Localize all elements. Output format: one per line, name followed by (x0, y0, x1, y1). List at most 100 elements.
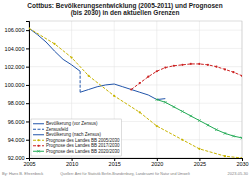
series-line (29, 28, 242, 158)
title-line: (bis 2030) in den aktuellen Grenzen (71, 9, 180, 17)
series-marker (198, 63, 200, 65)
series-marker (147, 76, 149, 78)
y-tick: 92.000 (8, 155, 29, 161)
x-tick: 2030 (236, 158, 248, 167)
legend-marker (37, 139, 39, 141)
grid-line-y (29, 84, 242, 85)
series-marker (156, 125, 158, 127)
y-tick-mark (26, 140, 29, 141)
series-marker (232, 135, 235, 138)
series-marker (156, 70, 158, 72)
chart-svg: 2005 2010 2015 2020 2025 2030 92.000 94.000 96.0… (0, 0, 250, 177)
series (156, 98, 243, 139)
series-marker (71, 56, 73, 58)
y-tick: 106.000 (5, 27, 29, 33)
plot-frame (29, 21, 242, 158)
y-tick-mark (26, 103, 29, 104)
series-line (80, 71, 81, 92)
y-tick-mark (26, 85, 29, 86)
legend-marker (37, 150, 40, 153)
grid-line-y (29, 66, 242, 67)
legend-label: Prognose des Landes BB 2020/2030 (46, 149, 120, 154)
series-marker (181, 64, 183, 66)
y-axis: 92.000 94.000 96.000 98.000 100.000 102.000 10… (5, 22, 30, 162)
series-line (80, 84, 165, 100)
legend-entry: Bevölkerung (vor Zensus) (33, 121, 98, 126)
x-tick-label: 2025 (194, 161, 206, 167)
y-tick-label: 104.000 (5, 46, 25, 52)
x-tick: 2005 (23, 158, 35, 167)
series-marker (139, 82, 141, 84)
series-marker (130, 88, 132, 90)
y-tick-label: 96.000 (8, 119, 25, 125)
y-tick-label: 98.000 (8, 100, 25, 106)
x-tick-label: 2015 (109, 161, 121, 167)
y-tick-label: 92.000 (8, 155, 25, 161)
legend-handle (33, 123, 44, 124)
grid-line-x (156, 21, 157, 158)
legend-label: Zensusfeld (46, 127, 69, 132)
x-tick: 2025 (194, 158, 206, 167)
series-marker (173, 106, 176, 109)
y-tick-mark (26, 158, 29, 159)
grid-line-x (199, 21, 200, 158)
series-marker (207, 64, 209, 66)
series-marker (224, 68, 226, 70)
series-line (29, 28, 80, 71)
x-tick: 2010 (66, 158, 78, 167)
y-tick-mark (26, 30, 29, 31)
legend-handle (33, 145, 44, 146)
x-tick-label: 2010 (66, 161, 78, 167)
legend-label: Bevölkerung (vor Zensus) (46, 121, 98, 126)
footer-text: By: Hans B. Ehrenbeck (2, 171, 43, 176)
y-tick: 94.000 (8, 137, 29, 143)
grid-line-y (29, 103, 242, 104)
series-marker (190, 115, 193, 118)
legend-label: Prognose des Landes BB 2017/2030 (46, 143, 120, 148)
series-marker (224, 155, 226, 157)
y-tick-label: 102.000 (5, 64, 25, 70)
legend-entry: Bevölkerung (nach Zensus) (33, 132, 102, 137)
y-tick-mark (26, 48, 29, 49)
legend-marker (37, 145, 39, 147)
series-marker (215, 128, 218, 131)
legend-entry: Zensusfeld (33, 127, 69, 132)
legend-label: Bevölkerung (nach Zensus) (46, 132, 102, 137)
footer-text: 2023-05-30 (228, 171, 249, 176)
x-tick: 2015 (109, 158, 121, 167)
series (29, 27, 242, 158)
series-marker (181, 139, 183, 141)
y-axis-line (26, 22, 30, 159)
series-marker (164, 66, 166, 68)
series-marker (190, 63, 192, 65)
series-marker (164, 101, 167, 104)
legend-entry: Prognose des Landes BB 2005/2030 (33, 138, 120, 143)
footer-text: Quellen: Amt für Statistik Berlin-Brande… (60, 172, 190, 176)
y-tick-mark (26, 121, 29, 122)
x-tick: 2020 (151, 158, 163, 167)
x-axis: 2005 2010 2015 2020 2025 2030 (23, 158, 248, 167)
y-tick-label: 94.000 (8, 137, 25, 143)
series-line (157, 100, 242, 138)
series-marker (207, 124, 210, 127)
legend-label: Prognose des Landes BB 2005/2030 (46, 138, 120, 143)
y-tick: 104.000 (5, 46, 29, 52)
series (80, 84, 165, 100)
series-marker (241, 157, 242, 158)
x-tick-label: 2020 (151, 161, 163, 167)
series-line (131, 64, 242, 90)
legend-handle (33, 134, 44, 135)
series-marker (113, 95, 115, 97)
series-marker (53, 43, 55, 45)
grid (29, 21, 242, 158)
legend-handle (33, 129, 44, 130)
y-tick: 100.000 (5, 82, 29, 88)
grid-line-y (29, 30, 242, 31)
y-tick: 96.000 (8, 119, 29, 125)
legend-handle (33, 140, 44, 141)
y-tick: 98.000 (8, 100, 29, 106)
chart-container: 2005 2010 2015 2020 2025 2030 92.000 94.000 96.0… (0, 0, 250, 177)
series-marker (198, 148, 200, 150)
series-marker (156, 98, 159, 101)
series (80, 71, 81, 92)
